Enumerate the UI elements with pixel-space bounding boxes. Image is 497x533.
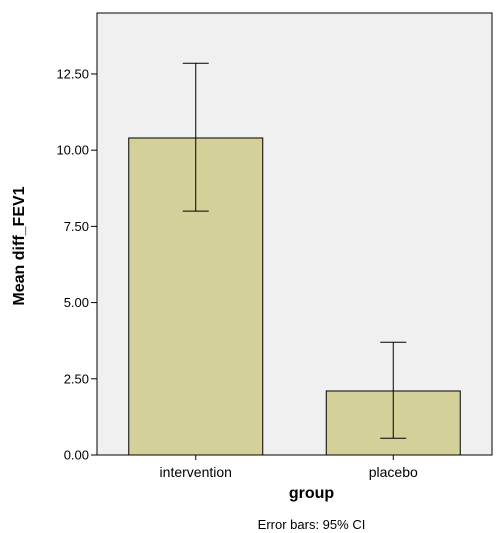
x-tick-label: intervention [160, 464, 232, 480]
y-tick-label: 2.50 [64, 371, 89, 386]
x-tick-label: placebo [369, 464, 418, 480]
y-tick-label: 7.50 [64, 219, 89, 234]
y-axis-title: Mean diff_FEV1 [11, 186, 28, 305]
y-tick-label: 12.50 [56, 66, 89, 81]
y-tick-label: 5.00 [64, 295, 89, 310]
chart-marks [128, 62, 461, 456]
y-tick-label: 10.00 [56, 143, 89, 158]
y-tick-label: 0.00 [64, 448, 89, 463]
y-axis-ticks: 0.00 2.50 5.00 7.50 10.00 12.50 [56, 66, 97, 463]
x-axis-ticks: intervention placebo [160, 455, 418, 480]
error-bars-note: Error bars: 95% CI [258, 517, 366, 532]
x-axis-title: group [289, 485, 335, 502]
